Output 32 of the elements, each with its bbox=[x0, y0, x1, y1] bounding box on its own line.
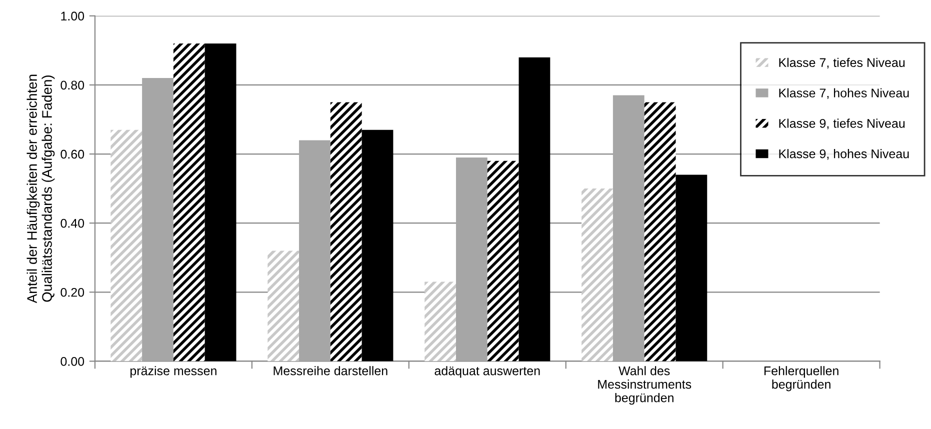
bar bbox=[204, 44, 236, 362]
x-tick-label: Wahl des Messinstruments begründen bbox=[598, 366, 692, 405]
legend-label: Klasse 9, tiefes Niveau bbox=[779, 118, 905, 130]
bar bbox=[676, 174, 708, 362]
bar bbox=[268, 250, 300, 362]
bar bbox=[362, 130, 394, 362]
bar bbox=[518, 57, 550, 362]
y-tick-label: 0.40 bbox=[60, 218, 84, 228]
bar bbox=[173, 44, 205, 362]
y-tick-label: 0.80 bbox=[60, 80, 84, 90]
bar bbox=[612, 95, 644, 362]
bar bbox=[142, 78, 174, 362]
x-tick-label: präzise messen bbox=[130, 366, 216, 378]
bar bbox=[644, 102, 676, 362]
bar bbox=[330, 102, 362, 362]
y-tick-label: 0.20 bbox=[60, 288, 84, 297]
bar bbox=[299, 140, 330, 362]
legend-label: Klasse 7, hohes Niveau bbox=[779, 88, 909, 99]
x-tick-label: adäquat auswerten bbox=[434, 366, 540, 378]
bar bbox=[456, 157, 488, 362]
bar bbox=[487, 160, 519, 362]
y-axis-title: Anteil der Häufigkeiten der erreichten Qualitätsstandards (Aufgabe: Faden) bbox=[26, 74, 55, 304]
y-tick-label: 0.00 bbox=[60, 357, 84, 366]
x-tick-label: Messreihe darstellen bbox=[274, 366, 388, 376]
bar bbox=[424, 282, 456, 362]
bar bbox=[582, 188, 613, 362]
bar bbox=[110, 130, 142, 362]
y-tick-label: 0.60 bbox=[60, 150, 84, 159]
x-tick-label: Fehlerquellen begründen bbox=[764, 366, 838, 392]
y-tick-label: 1.00 bbox=[61, 12, 84, 21]
legend-label: Klasse 7, tiefes Niveau bbox=[779, 58, 905, 68]
legend-label: Klasse 9, hohes Niveau bbox=[779, 149, 909, 160]
